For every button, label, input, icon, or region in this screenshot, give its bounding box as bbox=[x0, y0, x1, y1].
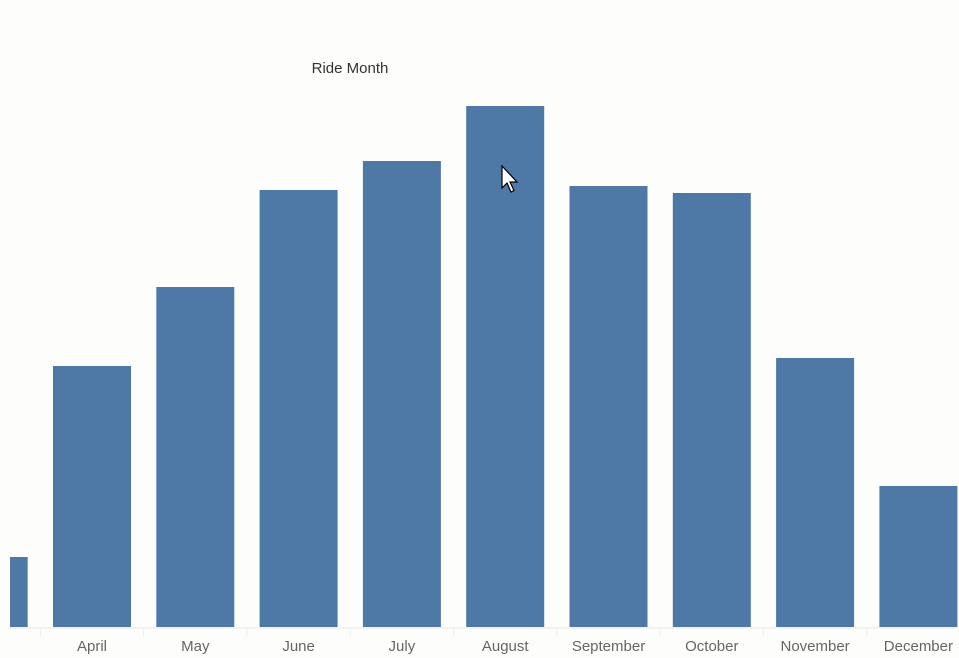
x-tick-label: August bbox=[482, 638, 530, 655]
x-tick-label: April bbox=[77, 638, 107, 655]
bar bbox=[672, 193, 751, 627]
plot-area bbox=[10, 106, 958, 627]
x-tick-label: October bbox=[685, 638, 738, 655]
bar bbox=[776, 358, 855, 627]
bar bbox=[259, 190, 338, 627]
bar bbox=[53, 366, 131, 627]
x-tick-label: September bbox=[572, 638, 645, 655]
bar bbox=[10, 557, 28, 627]
x-tick-label: June bbox=[282, 638, 315, 655]
bar bbox=[879, 486, 958, 627]
mouse-cursor bbox=[501, 164, 519, 193]
x-tick-label: December bbox=[884, 638, 953, 655]
bar bbox=[466, 106, 545, 627]
bar bbox=[362, 161, 441, 627]
x-tick-label: November bbox=[780, 638, 849, 655]
bar bbox=[156, 287, 235, 627]
x-tick-label: July bbox=[389, 638, 416, 655]
bar bbox=[569, 186, 648, 627]
chart-title: Ride Month bbox=[312, 60, 389, 77]
x-tick-label: May bbox=[181, 638, 210, 655]
